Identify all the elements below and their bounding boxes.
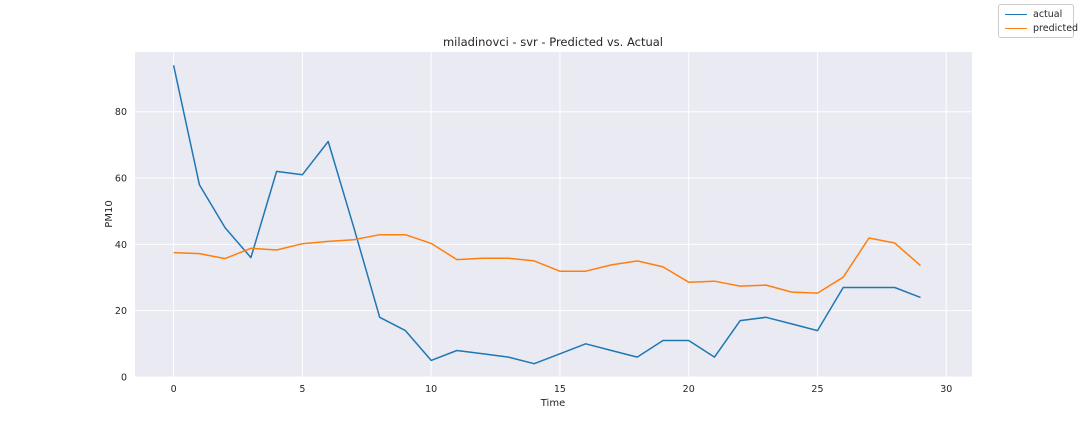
x-tick-label: 25: [811, 384, 823, 395]
y-tick-label: 20: [115, 306, 127, 317]
series-lines: [172, 65, 921, 365]
legend-swatch-actual: [1005, 13, 1027, 15]
legend-label-actual: actual: [1033, 8, 1063, 20]
y-tick-labels: 0 20 40 60 80: [115, 107, 127, 383]
x-tick-label: 30: [940, 384, 952, 395]
legend-label-predicted: predicted: [1033, 22, 1079, 34]
x-tick-label: 15: [554, 384, 566, 395]
x-tick-label: 20: [683, 384, 695, 395]
series-line-actual: [172, 65, 921, 365]
x-tick-label: 10: [425, 384, 437, 395]
series-line-predicted: [173, 233, 921, 294]
x-tick-labels: 0 5 10 15 20 25 30: [171, 384, 953, 395]
legend-entry-predicted: predicted: [1005, 21, 1078, 35]
y-tick-label: 80: [115, 107, 127, 118]
legend: actual predicted: [998, 4, 1078, 38]
plot-area: [135, 52, 972, 377]
x-tick-label: 5: [299, 384, 305, 395]
chart-title: miladinovci - svr - Predicted vs. Actual: [443, 35, 663, 49]
y-tick-label: 60: [115, 174, 127, 185]
y-tick-label: 0: [121, 373, 127, 384]
y-axis-label: PM10: [104, 200, 115, 227]
x-tick-label: 0: [171, 384, 177, 395]
legend-swatch-predicted: [1005, 27, 1027, 29]
y-tick-label: 40: [115, 240, 127, 251]
x-axis-label: Time: [540, 398, 565, 409]
legend-entry-actual: actual: [1005, 7, 1062, 21]
